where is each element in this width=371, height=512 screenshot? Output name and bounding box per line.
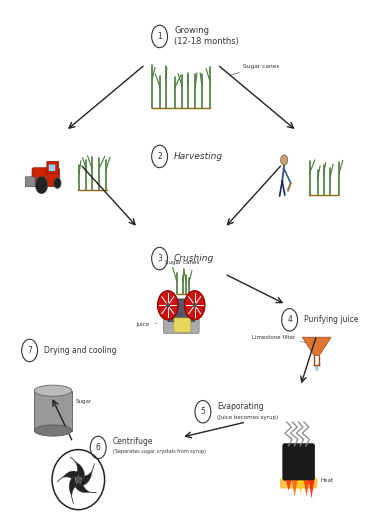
FancyBboxPatch shape bbox=[32, 168, 59, 186]
Text: (Juice becomes syrup): (Juice becomes syrup) bbox=[217, 415, 279, 420]
Text: 7: 7 bbox=[27, 346, 32, 355]
Text: 5: 5 bbox=[200, 407, 206, 416]
FancyBboxPatch shape bbox=[174, 318, 191, 332]
Polygon shape bbox=[286, 480, 292, 491]
Circle shape bbox=[76, 476, 81, 483]
Ellipse shape bbox=[34, 385, 72, 396]
FancyBboxPatch shape bbox=[47, 161, 59, 174]
FancyBboxPatch shape bbox=[34, 391, 72, 431]
Text: (Separates sugar crystals from syrup): (Separates sugar crystals from syrup) bbox=[113, 449, 206, 454]
Text: 1: 1 bbox=[157, 32, 162, 41]
Polygon shape bbox=[69, 476, 77, 504]
Circle shape bbox=[166, 303, 170, 307]
Polygon shape bbox=[57, 471, 80, 482]
FancyBboxPatch shape bbox=[163, 318, 199, 333]
Polygon shape bbox=[74, 483, 97, 493]
Circle shape bbox=[184, 291, 205, 320]
Polygon shape bbox=[80, 463, 95, 485]
Text: 3: 3 bbox=[157, 254, 162, 263]
Polygon shape bbox=[70, 457, 85, 480]
Text: Sugar canes: Sugar canes bbox=[165, 260, 199, 270]
Circle shape bbox=[158, 291, 178, 320]
FancyBboxPatch shape bbox=[283, 444, 314, 480]
FancyBboxPatch shape bbox=[168, 299, 195, 322]
Text: Juice: Juice bbox=[136, 323, 157, 328]
Polygon shape bbox=[309, 480, 314, 498]
Text: Sugar canes: Sugar canes bbox=[231, 64, 279, 75]
FancyBboxPatch shape bbox=[25, 177, 35, 187]
Text: Crushing: Crushing bbox=[174, 254, 214, 263]
Text: 2: 2 bbox=[157, 152, 162, 161]
FancyBboxPatch shape bbox=[280, 478, 317, 488]
FancyBboxPatch shape bbox=[49, 164, 55, 171]
Circle shape bbox=[53, 178, 61, 188]
Polygon shape bbox=[298, 480, 303, 494]
Text: Evaporating: Evaporating bbox=[217, 402, 264, 411]
Text: 6: 6 bbox=[96, 443, 101, 452]
Ellipse shape bbox=[34, 425, 72, 436]
Circle shape bbox=[35, 176, 48, 194]
Ellipse shape bbox=[315, 366, 318, 371]
Polygon shape bbox=[292, 480, 298, 497]
Text: Centrifuge: Centrifuge bbox=[113, 437, 153, 446]
Text: Sugar: Sugar bbox=[76, 399, 92, 404]
Text: Drying and cooling: Drying and cooling bbox=[44, 346, 116, 355]
Text: 4: 4 bbox=[287, 315, 292, 324]
Polygon shape bbox=[304, 480, 309, 496]
Circle shape bbox=[193, 303, 196, 307]
Text: Limestone filter: Limestone filter bbox=[252, 335, 306, 343]
Text: Harvesting: Harvesting bbox=[174, 152, 223, 161]
Text: Purifying juice: Purifying juice bbox=[304, 315, 358, 324]
Text: Growing
(12-18 months): Growing (12-18 months) bbox=[174, 27, 239, 47]
Ellipse shape bbox=[52, 450, 105, 509]
Text: Heat: Heat bbox=[321, 478, 334, 483]
Circle shape bbox=[280, 155, 288, 165]
Polygon shape bbox=[302, 337, 331, 355]
